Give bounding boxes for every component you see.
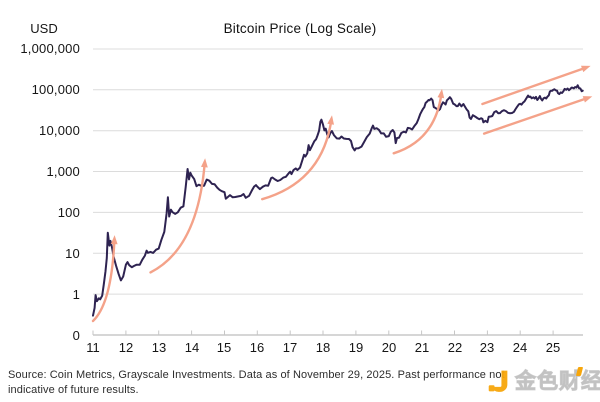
y-tick-label: 100: [57, 205, 80, 220]
x-tick-label: 19: [348, 340, 364, 355]
y-tick-label: 0: [72, 328, 80, 343]
channel-upper-arrow: [481, 66, 588, 106]
x-tick-label: 14: [184, 340, 200, 355]
x-tick-label: 23: [479, 340, 495, 355]
x-tick-label: 12: [118, 340, 134, 355]
source-note: Source: Coin Metrics, Grayscale Investme…: [8, 368, 568, 397]
y-tick-label: 100,000: [31, 82, 80, 97]
rally-2017-arrow-head: [327, 115, 334, 125]
rally-2013-arrow-head: [201, 158, 208, 168]
rally-2011-arrow: [91, 238, 116, 323]
x-tick-label: 25: [545, 340, 561, 355]
rally-2021-arrow-head: [437, 88, 445, 99]
y-tick-label: 1: [72, 287, 80, 302]
y-tick-label: 10,000: [39, 123, 80, 138]
x-tick-label: 24: [512, 340, 528, 355]
x-tick-label: 11: [86, 340, 100, 355]
source-note-line-1: Source: Coin Metrics, Grayscale Investme…: [8, 369, 505, 381]
x-tick-label: 17: [282, 340, 298, 355]
x-tick-label: 21: [414, 340, 430, 355]
y-tick-label: 1,000: [46, 164, 80, 179]
y-tick-label: 10: [65, 246, 80, 261]
bitcoin-price-line: [92, 84, 584, 317]
rally-2021-arrow: [392, 92, 443, 155]
source-note-line-2: indicative of future results.: [8, 383, 139, 396]
jinse-logo-icon: [488, 370, 508, 392]
watermark-text: 金色财经: [515, 368, 600, 393]
x-tick-label: 22: [447, 340, 463, 355]
rally-2017-arrow: [261, 119, 333, 201]
x-tick-label: 18: [315, 340, 331, 355]
rally-2011-arrow-head: [110, 235, 118, 245]
x-tick-label: 16: [249, 340, 265, 355]
x-tick-label: 15: [216, 340, 232, 355]
x-tick-label: 13: [151, 340, 167, 355]
channel-lower-arrow: [482, 96, 589, 135]
channel-upper-arrow-head: [581, 65, 591, 73]
y-tick-label: 1,000,000: [20, 41, 80, 56]
jinse-finance-watermark: 金色财经: [486, 367, 600, 395]
rally-2013-arrow: [149, 162, 206, 274]
chart-title: Bitcoin Price (Log Scale): [223, 21, 377, 36]
y-axis-unit-label: USD: [30, 21, 58, 36]
channel-lower-arrow-head: [582, 96, 593, 103]
x-tick-label: 20: [381, 340, 397, 355]
